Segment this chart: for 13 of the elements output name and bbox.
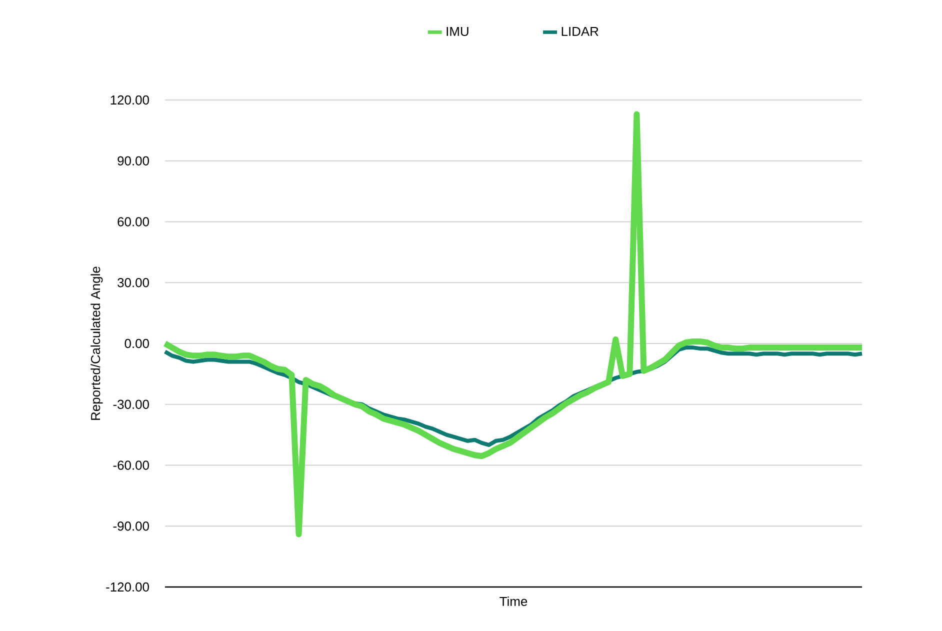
x-axis-title: Time <box>500 596 528 606</box>
y-tick-label: -120.00 <box>106 582 149 592</box>
y-tick-label: 60.00 <box>118 217 149 226</box>
legend-label: LIDAR <box>562 26 598 36</box>
y-tick-label: 0.00 <box>124 338 149 348</box>
y-tick-label: 30.00 <box>118 278 149 288</box>
y-tick-label: 90.00 <box>118 156 149 166</box>
y-axis-title: Reported/Calculated Angle <box>90 266 103 420</box>
y-tick-label: -30.00 <box>113 400 149 409</box>
y-tick-label: -60.00 <box>113 460 149 470</box>
legend-label: IMU <box>446 26 468 36</box>
y-tick-label: -90.00 <box>113 522 149 531</box>
y-tick-label: 120.00 <box>110 95 149 105</box>
